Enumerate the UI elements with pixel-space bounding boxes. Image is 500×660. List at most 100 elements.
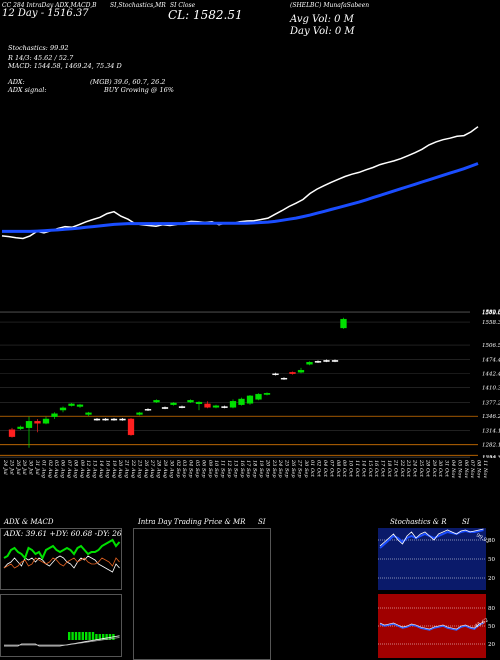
r-readout: R 14/3: 45.62 / 52.7 [8,54,74,62]
mgb-readout: (MGB) 39.6, 60.7, 26.2 [90,78,166,86]
plus-di-line [3,538,121,561]
adx-macd-panel: ADX: 39.61 +DY: 60.68 -DY: 26.25 [0,528,122,657]
x-tick-label: 09 Aug [79,460,85,478]
rsi-tick-label: 50 [488,624,495,630]
x-tick-label: 26 Jul [15,459,21,475]
candle-body [255,393,262,400]
candle-body [221,406,228,408]
x-tick-label: 07 Nov [469,460,475,478]
x-tick-label: 21 Aug [124,459,130,478]
stoch-tick-label: 50 [488,557,495,563]
header-left-line1: CC 284 IntraDay ADX,MACD,B [2,2,97,9]
candle-body [42,418,50,424]
y-tick-label: 1442.4 [482,372,500,378]
candle-body [195,401,203,405]
x-tick-label: 25 Sep [284,459,290,478]
x-tick-label: 11 Nov [482,460,488,478]
candle-body [127,418,135,436]
x-tick-label: 23 Sep [271,459,277,478]
adx-signal-label: ADX signal: [8,86,47,94]
x-tick-label: 23 Aug [136,459,142,478]
x-tick-label: 25 Oct [418,459,424,478]
y-tick-label: 1254.33 [482,455,500,458]
candle-body [306,361,313,365]
macd-histogram-bar [81,632,84,640]
y-tick-label: 1580.63 [482,310,500,316]
y-tick-label: 1410.34 [482,386,500,392]
header-mid1: SI,Stochastics,MR [110,2,166,9]
avg-volume: Avg Vol: 0 M [290,14,354,25]
macd-readout: MACD: 1544.58, 1469.24, 75.34 D [8,62,122,70]
y-tick-label: 1506.5 [482,343,500,349]
x-tick-label: 27 Sep [296,459,302,478]
macd-histogram-bar [105,634,108,640]
candle-body [153,400,160,403]
x-tick-label: 23 Oct [405,459,411,478]
x-tick-label: 09 Oct [341,460,347,478]
x-tick-label: 29 Jul [21,459,27,475]
candle-body [110,418,118,421]
macd-histogram-bar [68,632,71,640]
candle-body [340,318,347,329]
x-tick-label: 11 Oct [354,460,360,478]
x-tick-label: 07 Oct [328,460,334,478]
candle-body [289,372,296,374]
x-tick-label: 16 Oct [373,460,379,478]
candle-body [297,369,305,373]
candle-body [178,406,186,408]
x-tick-label: 30 Aug [168,460,174,478]
stoch-panel-title: Stochastics & R [390,518,447,526]
x-tick-label: 16 Sep [239,460,245,478]
x-tick-label: 25 Jul [8,459,14,475]
x-tick-label: 12 Sep [226,460,232,478]
candle-body [212,405,220,408]
x-tick-label: 20 Aug [117,459,123,478]
rsi-tick-label: 80 [488,606,495,612]
x-tick-label: 03 Sep [181,460,187,478]
candle-body [93,418,101,421]
macd-histogram-bar [74,632,78,640]
intraday-panel [133,528,271,660]
x-tick-label: 10 Sep [213,460,219,478]
x-tick-label: 30 Sep [303,460,309,478]
y-tick-label: 1558.36 [482,320,500,326]
x-tick-label: 08 Nov [476,460,482,478]
candle-body [17,426,24,429]
rsi-tick-label: 20 [488,642,495,648]
candlestick-chart: 1582.511580.631579.61 1558.36 1506.5 1474.4… [0,309,500,458]
signal-line [4,637,120,646]
price-line-chart [1,126,479,240]
x-tick-label: 11 Sep [220,460,226,478]
x-tick-label: 19 Sep [258,460,264,478]
x-tick-label: 04 Sep [188,460,194,478]
candle-body [102,418,109,421]
x-tick-label: 13 Sep [232,460,238,478]
candle-body [76,404,84,407]
macd-histogram-bar [95,634,98,640]
y-tick-label: 1579.61 [482,311,500,317]
sma-series-line [2,162,479,233]
x-tick-label: 15 Oct [367,460,373,478]
stoch-tick-label: 20 [488,576,495,582]
stoch-k-line [379,528,484,547]
x-tick-label: 16 Aug [104,460,110,478]
candle-body [170,402,177,405]
intra-panel-si: SI [258,518,266,526]
stoch-d-line [379,529,484,549]
x-tick-label: 02 Aug [47,460,53,478]
x-tick-label: 05 Nov [456,460,462,478]
macd-frame [0,594,122,657]
header-left-line2: 12 Day - 1516.37 [2,8,89,19]
price-series-line [1,126,479,240]
candle-body [161,407,169,409]
close-label: CL: 1582.51 [168,8,243,22]
x-tick-label: 05 Aug [53,460,59,478]
x-tick-label: 24 Jul [2,459,8,475]
candle-body [280,377,288,380]
x-tick-label: 01 Oct [309,460,315,478]
y-tick-label: 1474.43 [482,357,500,363]
x-tick-label: 20 Sep [264,459,270,478]
x-tick-label: 09 Sep [207,460,213,478]
y-tick-label: 1314.18 [482,428,500,434]
x-tick-label: 26 Sep [290,459,296,478]
